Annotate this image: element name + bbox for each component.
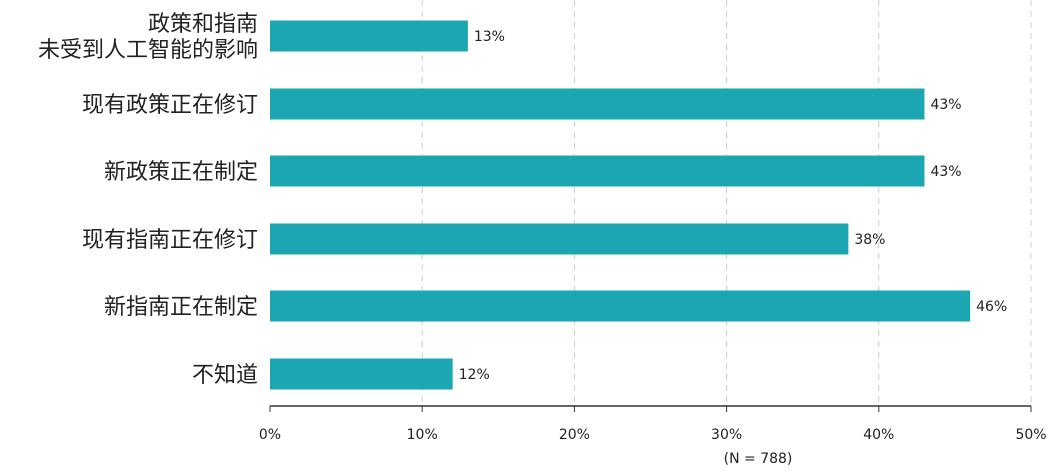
category-label: 现有指南正在修订 — [82, 228, 258, 253]
sample-size-note: (N = 788) — [724, 451, 793, 467]
category-label: 现有政策正在修订 — [82, 93, 258, 118]
bar — [270, 290, 971, 322]
bar — [270, 358, 453, 390]
category-labels: 政策和指南未受到人工智能的影响现有政策正在修订新政策正在制定现有指南正在修订新指… — [38, 12, 258, 388]
bar — [270, 20, 468, 52]
bar-value-label: 12% — [459, 367, 490, 383]
category-label: 政策和指南 — [148, 12, 258, 37]
x-tick-label: 10% — [407, 427, 438, 443]
bars: 13% 43% 43% 38% 46% 12% — [270, 20, 1007, 390]
category-label: 未受到人工智能的影响 — [38, 38, 258, 63]
bar-value-label: 13% — [474, 29, 505, 45]
bar-value-label: 46% — [976, 299, 1007, 315]
x-tick-label: 30% — [711, 427, 742, 443]
x-tick-label: 40% — [863, 427, 894, 443]
category-label: 不知道 — [192, 363, 258, 388]
bar — [270, 88, 925, 120]
x-tick-label: 0% — [259, 427, 281, 443]
bar-value-label: 43% — [930, 164, 961, 180]
grid-lines — [421, 0, 1032, 406]
bar-value-label: 43% — [930, 97, 961, 113]
category-label: 新指南正在制定 — [104, 295, 258, 320]
bar — [270, 155, 925, 187]
x-axis: 0% 10% 20% 30% 40% 50% — [259, 405, 1047, 443]
x-tick-label: 20% — [559, 427, 590, 443]
category-label: 新政策正在制定 — [104, 160, 258, 185]
bar-value-label: 38% — [854, 232, 885, 248]
x-tick-label: 50% — [1015, 427, 1046, 443]
bar — [270, 223, 849, 255]
